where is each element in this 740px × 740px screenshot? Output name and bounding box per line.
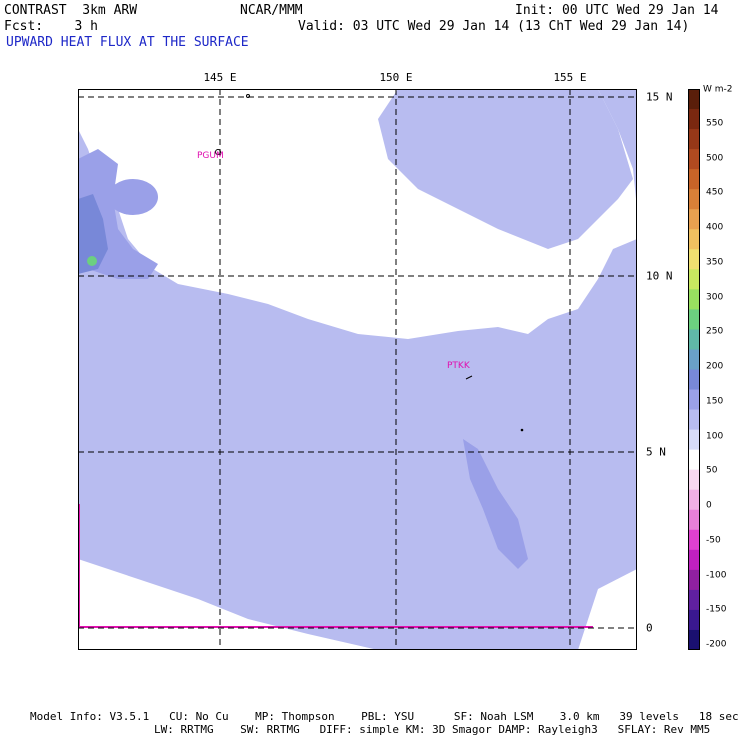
lat-label-10n: 10 N [646,269,673,283]
colorbar-swatch [688,569,700,591]
low-flux-region-southeast [578,569,637,650]
colorbar-swatch [688,449,700,471]
island-marker-north [246,94,250,98]
mid-flux-plume [463,439,528,569]
color-bar [688,89,700,650]
colorbar-swatch [688,389,700,411]
colorbar-swatch [688,529,700,551]
ocean-patch-northeast [378,89,633,249]
island-marker-east [520,428,524,432]
colorbar-label: 350 [706,257,724,268]
colorbar-swatch [688,209,700,230]
lat-label-5n: 5 N [646,445,666,459]
colorbar-label: -100 [706,570,727,581]
colorbar-swatch [688,149,700,170]
map-frame [78,89,637,650]
colorbar-swatch [688,249,700,270]
colorbar-swatch [688,369,700,391]
colorbar-swatch [688,169,700,190]
colorbar-label: -50 [706,535,721,546]
colorbar-swatch [688,269,700,290]
colorbar-swatch [688,229,700,250]
colorbar-label: 450 [706,187,724,198]
colorbar-label: 250 [706,326,724,337]
colorbar-swatch [688,129,700,150]
heat-flux-map [78,89,637,650]
lat-label-15n: 15 N [646,90,673,104]
colorbar-label: 550 [706,118,724,129]
model-title: CONTRAST 3km ARW [4,3,138,18]
colorbar-label: -150 [706,604,727,615]
model-info-line1: Model Info: V3.5.1 CU: No Cu MP: Thompso… [30,710,739,723]
init-time: Init: 00 UTC Wed 29 Jan 14 [515,3,719,18]
colorbar-swatch [688,429,700,451]
valid-time: Valid: 03 UTC Wed 29 Jan 14 (13 ChT Wed … [298,19,690,34]
mid-flux-blob [108,179,158,215]
colorbar-label: 200 [706,361,724,372]
colorbar-swatch [688,509,700,531]
colorbar-swatch [688,329,700,350]
lon-label-150: 150 E [379,71,413,84]
colorbar-frame [688,89,700,650]
colorbar-unit: W m-2 [703,84,733,95]
station-label-pgum: PGUM [197,151,224,161]
guam-marker [215,149,221,155]
colorbar-label: 500 [706,153,724,164]
colorbar-label: 400 [706,222,724,233]
colorbar-swatch [688,609,700,631]
colorbar-swatch [688,469,700,491]
lon-label-145: 145 E [203,71,237,84]
colorbar-swatch [688,629,700,650]
station-label-ptkk: PTKK [447,361,470,371]
colorbar-swatch [688,549,700,571]
colorbar-swatch [688,589,700,611]
colorbar-swatch [688,309,700,330]
model-info-line2: LW: RRTMG SW: RRTMG DIFF: simple KM: 3D … [154,723,711,736]
colorbar-swatch [688,409,700,431]
colorbar-label: 300 [706,292,724,303]
colorbar-label: 50 [706,465,718,476]
colorbar-label: 0 [706,500,712,511]
peak-flux-spot [87,256,97,266]
org-label: NCAR/MMM [240,3,303,18]
colorbar-swatch [688,189,700,210]
lat-label-0: 0 [646,621,653,635]
colorbar-swatch [688,489,700,511]
colorbar-label: 100 [706,431,724,442]
field-title: UPWARD HEAT FLUX AT THE SURFACE [6,35,249,50]
colorbar-label: -200 [706,639,727,650]
colorbar-swatch [688,349,700,370]
high-flux-band-west [78,194,108,274]
colorbar-swatch [688,289,700,310]
colorbar-swatch [688,109,700,130]
forecast-hour: Fcst: 3 h [4,19,98,34]
graticule [78,89,637,650]
chuuk-marker [465,375,473,380]
lon-label-155: 155 E [553,71,587,84]
colorbar-swatch [688,89,700,110]
colorbar-label: 150 [706,396,724,407]
